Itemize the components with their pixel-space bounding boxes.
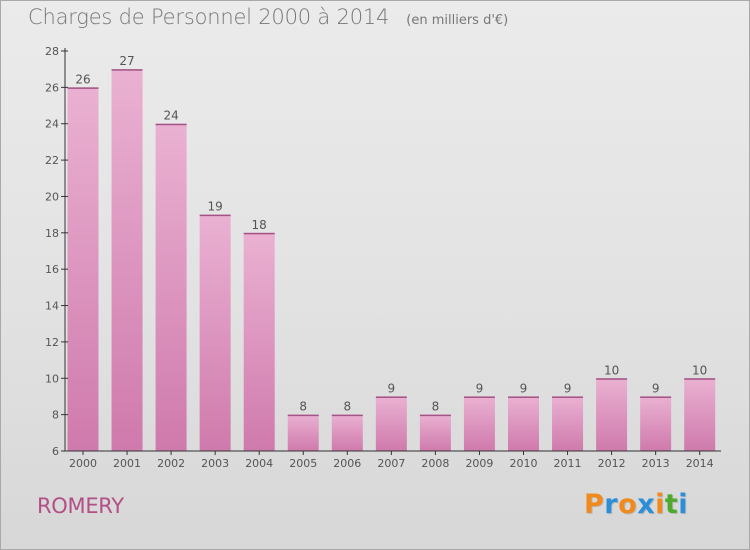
bar	[331, 414, 363, 451]
x-tick-label: 2009	[465, 457, 493, 470]
bar	[640, 396, 672, 451]
data-label: 9	[520, 381, 528, 395]
y-tick-label: 6	[52, 445, 59, 458]
x-tick-label: 2005	[289, 457, 317, 470]
bar	[67, 87, 99, 451]
bar-top-edge	[596, 378, 628, 380]
data-label: 19	[208, 200, 223, 214]
y-tick-label: 8	[52, 409, 59, 422]
bar-top-edge	[199, 214, 231, 217]
x-tick-label: 2008	[421, 457, 449, 470]
x-tick-label: 2000	[69, 457, 97, 470]
bar-top-edge	[287, 414, 319, 417]
chart-title: Charges de Personnel 2000 à 2014	[28, 5, 390, 29]
bar	[199, 214, 231, 451]
x-tick-label: 2006	[333, 457, 361, 470]
y-tick-label: 20	[45, 190, 59, 203]
bar	[684, 378, 716, 451]
bar	[243, 232, 275, 451]
bar	[419, 414, 451, 451]
data-label: 9	[564, 381, 572, 395]
logo-letter: i	[655, 489, 665, 520]
bar	[155, 123, 187, 452]
y-tick-label: 18	[45, 227, 59, 240]
bar-top-edge	[67, 87, 99, 89]
x-tick-label: 2001	[113, 457, 141, 470]
y-tick-label: 22	[45, 154, 59, 167]
data-label: 18	[252, 218, 267, 232]
y-tick-label: 10	[45, 372, 59, 385]
logo-letter: x	[637, 489, 656, 520]
data-label: 8	[432, 400, 440, 414]
x-tick-label: 2004	[245, 457, 273, 470]
logo-letter: i	[678, 489, 689, 520]
commune-name: ROMERY	[37, 494, 124, 518]
bar-top-edge	[640, 396, 672, 398]
bar-top-edge	[508, 396, 539, 398]
data-label: 10	[604, 363, 619, 377]
chart-subtitle: (en milliers d'€)	[406, 13, 509, 28]
bar	[508, 396, 539, 451]
y-tick-label: 28	[45, 45, 59, 58]
data-label: 9	[652, 381, 660, 395]
x-tick-label: 2011	[554, 457, 582, 470]
x-tick-label: 2010	[510, 457, 538, 470]
logo-letter: P	[584, 489, 605, 520]
bar-top-edge	[155, 123, 187, 126]
bar	[552, 396, 584, 451]
bar-top-edge	[375, 396, 407, 398]
bar	[287, 414, 319, 451]
bar	[111, 69, 143, 451]
logo-letter: r	[604, 489, 619, 520]
bar-top-edge	[552, 396, 584, 398]
bar-top-edge	[419, 414, 451, 417]
data-label: 9	[388, 381, 396, 395]
bar-top-edge	[463, 396, 495, 398]
logo-letter: t	[664, 489, 679, 520]
bar	[375, 396, 407, 451]
bar	[463, 396, 495, 451]
data-label: 9	[476, 381, 484, 395]
y-tick-label: 26	[45, 81, 59, 94]
bar-top-edge	[331, 414, 363, 417]
y-tick-label: 12	[45, 336, 59, 349]
x-tick-label: 2002	[157, 457, 185, 470]
data-label: 27	[119, 54, 134, 68]
data-label: 8	[343, 400, 351, 414]
x-tick-label: 2012	[598, 457, 626, 470]
x-tick-label: 2003	[201, 457, 229, 470]
y-tick-label: 24	[45, 118, 59, 131]
y-tick-label: 16	[45, 263, 59, 276]
x-tick-label: 2007	[377, 457, 405, 470]
bar-top-edge	[111, 69, 143, 71]
bar	[596, 378, 628, 451]
data-label: 10	[692, 363, 707, 377]
data-label: 24	[163, 109, 178, 123]
logo-letter: o	[618, 489, 638, 520]
bar-top-edge	[684, 378, 716, 380]
bar-top-edge	[243, 232, 275, 235]
x-tick-label: 2014	[686, 457, 714, 470]
title-row: Charges de Personnel 2000 à 2014 (en mil…	[28, 5, 508, 29]
data-label: 26	[75, 72, 90, 86]
y-tick-label: 14	[45, 300, 59, 313]
proxiti-logo: Proxiti	[584, 489, 688, 520]
data-label: 8	[299, 400, 307, 414]
x-tick-label: 2013	[642, 457, 670, 470]
